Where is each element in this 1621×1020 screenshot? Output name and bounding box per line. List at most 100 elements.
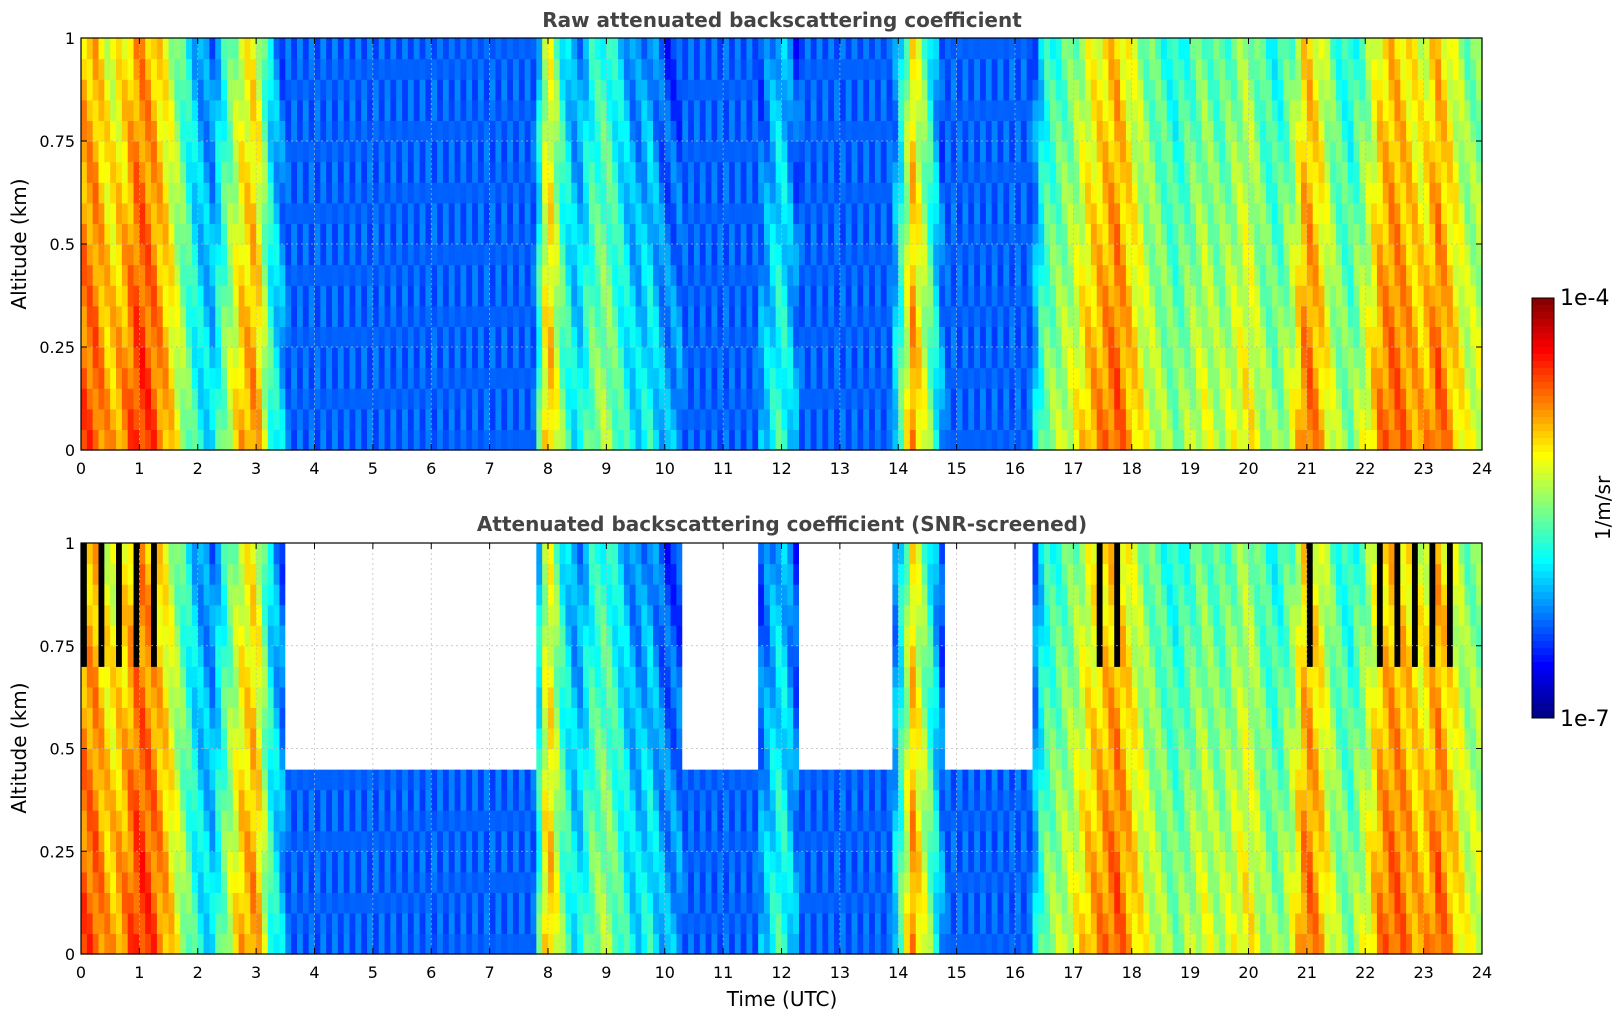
heatmap-cell (869, 367, 876, 389)
heatmap-cell (1271, 99, 1279, 121)
heatmap-cell (1277, 58, 1285, 80)
heatmap-cell (1236, 244, 1244, 266)
heatmap-cell (845, 244, 853, 266)
heatmap-cell (495, 141, 502, 163)
heatmap-cell (431, 244, 438, 266)
heatmap-cell (483, 223, 491, 245)
heatmap-cell (1073, 79, 1080, 101)
heatmap-column (1417, 38, 1425, 451)
heatmap-cell (845, 347, 853, 369)
heatmap-cell (758, 367, 765, 389)
heatmap-cell (308, 285, 316, 307)
heatmap-cell (1073, 347, 1080, 369)
heatmap-cell (647, 38, 654, 60)
heatmap-cell (1452, 161, 1460, 183)
heatmap-cell (1283, 141, 1290, 163)
heatmap-cell (279, 79, 286, 101)
heatmap-cell (915, 182, 923, 204)
heatmap-cell (507, 161, 514, 183)
heatmap-cell (1242, 367, 1250, 389)
heatmap-cell (308, 161, 316, 183)
heatmap-cell (372, 161, 380, 183)
heatmap-column (1301, 38, 1308, 451)
heatmap-cell (1446, 38, 1454, 60)
heatmap-cell (180, 58, 187, 80)
heatmap-cell (606, 285, 613, 307)
heatmap-cell (1336, 202, 1343, 224)
heatmap-cell (1201, 326, 1209, 348)
heatmap-cell (956, 264, 964, 286)
heatmap-cell (717, 429, 724, 451)
heatmap-cell (839, 305, 847, 327)
heatmap-cell (793, 182, 800, 204)
heatmap-cell (1102, 161, 1109, 183)
heatmap-cell (267, 367, 275, 389)
heatmap-cell (588, 141, 596, 163)
heatmap-cell (1289, 58, 1296, 80)
heatmap-cell (1225, 58, 1232, 80)
heatmap-cell (693, 79, 701, 101)
heatmap-cell (1020, 58, 1028, 80)
heatmap-cell (302, 120, 310, 142)
heatmap-cell (419, 182, 427, 204)
heatmap-cell (1207, 99, 1215, 121)
heatmap-cell (419, 161, 427, 183)
heatmap-cell (191, 326, 199, 348)
heatmap-cell (1160, 244, 1168, 266)
heatmap-cell (810, 264, 818, 286)
heatmap-cell (1190, 58, 1197, 80)
heatmap-cell (332, 141, 339, 163)
heatmap-cell (723, 347, 730, 369)
heatmap-cell (1195, 429, 1203, 451)
heatmap-cell (886, 367, 894, 389)
heatmap-cell (944, 285, 952, 307)
heatmap-cell (407, 347, 415, 369)
heatmap-cell (1102, 244, 1109, 266)
heatmap-cell (1330, 347, 1337, 369)
heatmap-cell (682, 347, 689, 369)
heatmap-cell (758, 161, 765, 183)
heatmap-cell (810, 141, 818, 163)
heatmap-cell (1143, 388, 1150, 410)
heatmap-cell (950, 182, 958, 204)
heatmap-cell (489, 161, 497, 183)
heatmap-cell (1020, 429, 1028, 451)
heatmap-cell (1032, 429, 1039, 451)
heatmap-cell (209, 305, 216, 327)
heatmap-cell (1371, 326, 1378, 348)
heatmap-cell (682, 182, 689, 204)
heatmap-cell (1312, 264, 1320, 286)
heatmap-cell (1359, 347, 1366, 369)
heatmap-cell (933, 161, 940, 183)
heatmap-cell (863, 326, 870, 348)
heatmap-cell (787, 99, 794, 121)
heatmap-cell (933, 99, 940, 121)
heatmap-cell (442, 120, 450, 142)
heatmap-cell (1178, 367, 1185, 389)
heatmap-cell (162, 388, 170, 410)
heatmap-cell (1108, 58, 1115, 80)
heatmap-cell (1289, 388, 1296, 410)
heatmap-cell (332, 264, 339, 286)
heatmap-cell (904, 99, 911, 121)
heatmap-cell (238, 38, 246, 60)
heatmap-cell (711, 120, 718, 142)
heatmap-cell (787, 244, 794, 266)
heatmap-cell (822, 305, 829, 327)
heatmap-cell (1417, 367, 1425, 389)
heatmap-cell (904, 38, 911, 60)
heatmap-cell (512, 264, 520, 286)
heatmap-cell (174, 367, 181, 389)
heatmap-cell (1079, 79, 1086, 101)
heatmap-cell (834, 285, 841, 307)
heatmap-column (676, 38, 683, 451)
heatmap-cell (454, 223, 462, 245)
heatmap-cell (349, 326, 356, 348)
heatmap-cell (641, 120, 648, 142)
heatmap-cell (1394, 264, 1401, 286)
heatmap-cell (1336, 161, 1343, 183)
heatmap-cell (1306, 305, 1314, 327)
heatmap-cell (343, 182, 351, 204)
heatmap-cell (892, 347, 899, 369)
heatmap-cell (273, 347, 281, 369)
